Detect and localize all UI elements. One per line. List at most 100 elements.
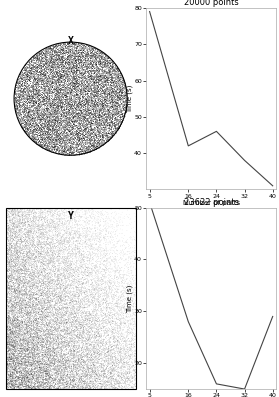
Point <box>92 53 96 59</box>
Point <box>94 219 99 225</box>
Point <box>61 124 66 131</box>
Point <box>37 293 42 300</box>
Point <box>117 122 121 129</box>
Point <box>96 108 101 114</box>
Point <box>29 62 33 68</box>
Point <box>23 281 27 287</box>
Point <box>35 297 39 303</box>
Point <box>86 135 90 141</box>
Point <box>57 87 62 93</box>
Point <box>40 298 44 304</box>
Point <box>88 137 93 143</box>
Point <box>26 64 30 70</box>
Point <box>15 295 20 301</box>
Point <box>8 341 12 348</box>
Point <box>57 213 62 220</box>
Point <box>62 43 67 49</box>
Point <box>91 89 95 95</box>
Point <box>120 366 124 373</box>
Point <box>15 382 19 388</box>
Point <box>102 279 106 285</box>
Point <box>77 99 81 105</box>
Point <box>58 59 62 65</box>
Point <box>23 62 28 69</box>
Point <box>98 129 102 135</box>
Point <box>119 322 123 328</box>
Point <box>32 55 36 61</box>
Point <box>65 75 69 81</box>
Point <box>28 369 32 376</box>
Point <box>95 230 99 237</box>
Point <box>27 222 32 228</box>
Point <box>122 378 126 385</box>
Point <box>37 106 42 113</box>
Point <box>96 119 101 125</box>
Point <box>74 353 78 359</box>
Point <box>95 69 100 75</box>
Point <box>58 284 62 291</box>
Point <box>72 292 76 298</box>
Point <box>94 99 99 106</box>
Point <box>113 80 118 86</box>
Point <box>48 68 52 75</box>
Point <box>14 379 18 385</box>
Point <box>95 67 99 74</box>
Point <box>109 107 114 113</box>
Point <box>92 102 96 109</box>
Point <box>129 316 134 322</box>
Point <box>94 77 98 83</box>
Point <box>43 381 48 387</box>
Point <box>19 353 23 359</box>
Point <box>58 246 62 252</box>
Point <box>26 232 31 238</box>
Point <box>86 364 90 371</box>
Point <box>90 96 95 103</box>
Point <box>110 104 114 110</box>
Point <box>13 263 18 269</box>
Point <box>122 90 126 96</box>
Point <box>54 84 59 91</box>
Point <box>118 331 122 338</box>
Point <box>9 278 13 284</box>
Point <box>89 346 94 352</box>
Point <box>22 313 27 320</box>
Point <box>61 128 66 135</box>
Point <box>81 85 85 91</box>
Point <box>80 58 85 65</box>
Point <box>64 73 69 79</box>
Point <box>68 149 73 155</box>
Point <box>122 338 127 345</box>
Point <box>103 370 107 376</box>
Point <box>78 130 83 137</box>
Point <box>50 302 55 308</box>
Point <box>108 66 113 72</box>
Point <box>47 212 51 218</box>
Point <box>12 268 16 274</box>
Point <box>90 46 95 53</box>
Point <box>67 239 71 246</box>
Point <box>12 311 16 318</box>
Point <box>53 44 57 50</box>
Point <box>133 359 138 365</box>
Point <box>20 319 25 326</box>
Point <box>21 254 26 261</box>
Point <box>104 373 108 380</box>
Point <box>30 299 35 305</box>
Point <box>50 55 55 62</box>
Point <box>30 88 35 94</box>
Point <box>82 290 86 296</box>
Point <box>51 298 55 304</box>
Point <box>92 85 97 91</box>
Point <box>132 260 136 266</box>
Point <box>29 273 33 279</box>
Point <box>23 345 27 351</box>
Point <box>98 109 103 116</box>
Point <box>39 366 44 373</box>
Point <box>98 303 103 310</box>
Point <box>33 52 38 59</box>
Point <box>29 238 33 244</box>
Point <box>23 314 28 321</box>
Point <box>92 116 96 122</box>
Point <box>77 148 81 154</box>
Point <box>62 142 67 148</box>
